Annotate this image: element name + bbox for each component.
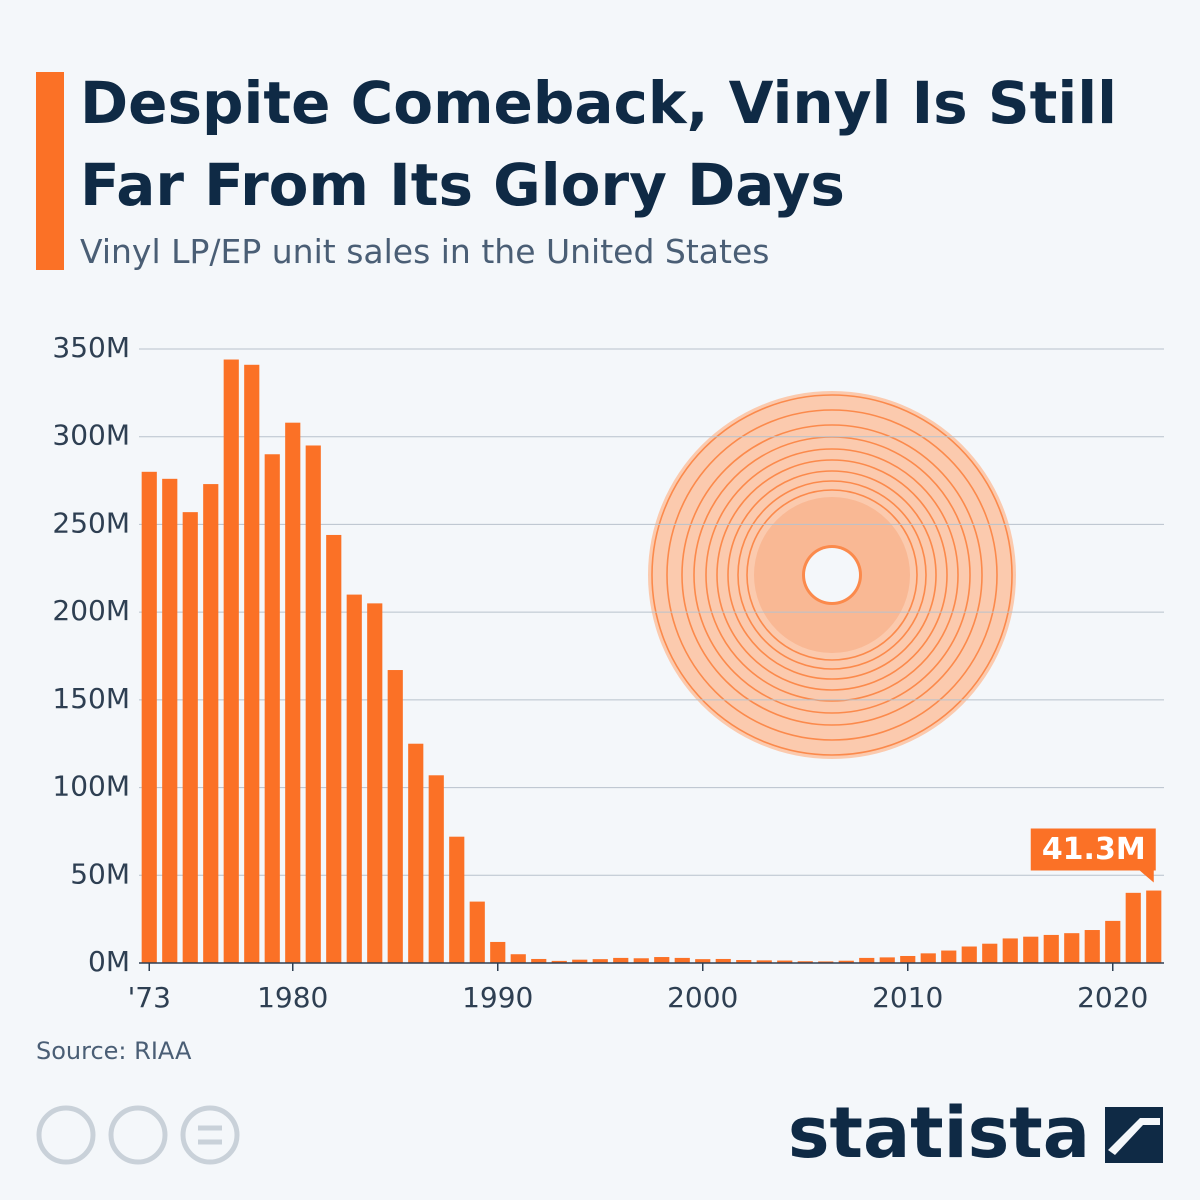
x-tick-label: '73: [128, 981, 171, 1014]
bar: [1084, 930, 1100, 963]
y-tick-label: 50M: [70, 857, 130, 890]
bar: [141, 471, 157, 963]
bar: [1146, 890, 1162, 963]
bar: [859, 957, 875, 963]
bar: [551, 960, 567, 963]
y-tick-label: 250M: [52, 506, 130, 539]
y-tick-label: 200M: [52, 594, 130, 627]
bar: [982, 943, 998, 963]
vinyl-illustration: [648, 391, 1016, 759]
y-tick-label: 350M: [52, 331, 130, 364]
x-tick-label: 2020: [1077, 981, 1148, 1014]
bar: [428, 775, 444, 963]
bar: [695, 959, 711, 963]
y-tick-label: 300M: [52, 419, 130, 452]
bar: [264, 454, 280, 963]
data-label: 41.3M: [1042, 832, 1146, 867]
bar: [818, 961, 834, 963]
bar: [510, 954, 526, 963]
bar: [941, 950, 957, 963]
bar: [592, 959, 608, 963]
chart-title: Despite Comeback, Vinyl Is Still Far Fro…: [80, 69, 1118, 219]
bar: [838, 960, 854, 963]
bar: [879, 957, 895, 963]
bar: [900, 955, 916, 963]
x-tick-label: 2010: [872, 981, 943, 1014]
bar: [572, 959, 588, 963]
bar: [1043, 934, 1059, 963]
bar: [408, 743, 424, 963]
bar: [797, 961, 813, 963]
bar: [244, 364, 260, 963]
x-tick-label: 1990: [462, 981, 533, 1014]
bar: [285, 422, 301, 963]
bar: [920, 953, 936, 963]
bar: [346, 594, 362, 963]
bar: [223, 359, 239, 963]
bar: [1125, 892, 1141, 963]
bar: [613, 957, 629, 963]
license-icons: [36, 1105, 240, 1165]
bar: [182, 512, 198, 963]
chart-subtitle: Vinyl LP/EP unit sales in the United Sta…: [80, 232, 770, 271]
bar: [490, 941, 506, 963]
bar: [1064, 933, 1080, 963]
x-tick-label: 1980: [257, 981, 328, 1014]
bar: [387, 670, 403, 963]
y-tick-label: 150M: [52, 682, 130, 715]
bar: [674, 957, 690, 963]
bar: [367, 603, 383, 963]
data-label-box: [1030, 828, 1156, 883]
bar: [715, 958, 731, 963]
y-tick-label: 0M: [88, 945, 130, 978]
bar: [777, 960, 793, 963]
bar: [736, 960, 752, 963]
source: Source: RIAA: [36, 1037, 192, 1065]
bar: [1105, 920, 1121, 963]
bar: [326, 534, 342, 963]
y-tick-label: 100M: [52, 770, 130, 803]
bar: [162, 478, 178, 963]
bar: [449, 836, 465, 963]
bar: [469, 901, 485, 963]
brand-logo: [1105, 1107, 1163, 1163]
x-tick-label: 2000: [667, 981, 738, 1014]
bar: [654, 957, 670, 963]
bar: [1023, 936, 1039, 963]
bar: [756, 960, 772, 963]
bar: [305, 445, 321, 963]
brand: statista: [788, 1092, 1090, 1174]
bar: [961, 946, 977, 963]
bar: [1002, 938, 1018, 963]
bar: [633, 958, 649, 963]
accent-bar: [36, 72, 64, 270]
bar: [203, 484, 219, 963]
bar: [531, 958, 547, 963]
